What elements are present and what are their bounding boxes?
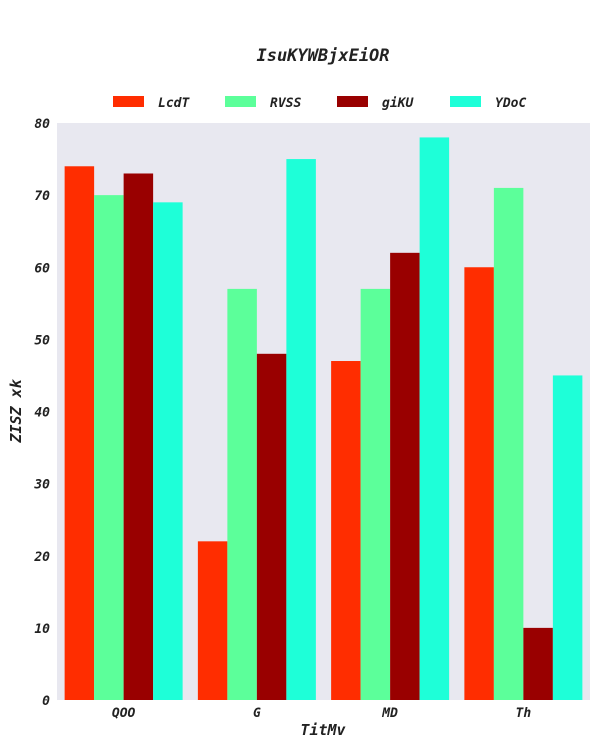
bar: [419, 137, 450, 701]
legend-swatch: [337, 96, 368, 107]
x-tick-label: QOO: [112, 706, 136, 721]
y-tick-label: 0: [42, 694, 50, 709]
y-tick-label: 70: [34, 189, 50, 204]
y-tick-label: 60: [34, 261, 50, 276]
chart-title: IsuKYWBjxEiOR: [256, 46, 389, 66]
legend-label: giKU: [382, 96, 414, 111]
bar: [227, 288, 257, 700]
y-tick-label: 30: [33, 478, 50, 493]
y-axis-ticks: 0 10 20 30 40 50 60 70 80: [33, 117, 50, 709]
bar: [64, 166, 95, 700]
x-tick-label: Th: [516, 706, 532, 721]
x-tick-label: MD: [381, 706, 398, 721]
legend-swatch: [113, 96, 144, 107]
bar: [523, 627, 553, 700]
bar: [390, 252, 420, 700]
bar: [256, 353, 287, 700]
y-tick-label: 50: [34, 333, 50, 348]
bar: [197, 541, 228, 700]
legend-label: LcdT: [158, 96, 190, 111]
x-tick-label: G: [253, 706, 261, 721]
y-tick-label: 80: [34, 117, 50, 132]
y-tick-label: 40: [34, 406, 50, 421]
legend-label: YDoC: [495, 96, 526, 111]
legend-label: RVSS: [270, 96, 301, 111]
bar: [464, 267, 494, 700]
y-axis-label: ZISZ xk: [7, 378, 25, 443]
x-axis-label: TitMv: [300, 721, 346, 739]
bar: [153, 202, 183, 700]
legend-swatch: [450, 96, 481, 107]
x-axis-ticks: QOO G MD Th: [112, 706, 531, 721]
bar: [94, 195, 124, 700]
y-tick-label: 10: [34, 622, 50, 637]
bar: [286, 159, 316, 700]
bar: [123, 173, 154, 701]
bars: [64, 137, 583, 701]
bar: [331, 361, 361, 700]
bar: [552, 375, 583, 700]
legend: LcdT RVSS giKU YDoC: [113, 96, 526, 111]
bar: [360, 288, 391, 700]
bar: [493, 187, 524, 701]
y-tick-label: 20: [33, 550, 50, 565]
legend-swatch: [225, 96, 256, 107]
